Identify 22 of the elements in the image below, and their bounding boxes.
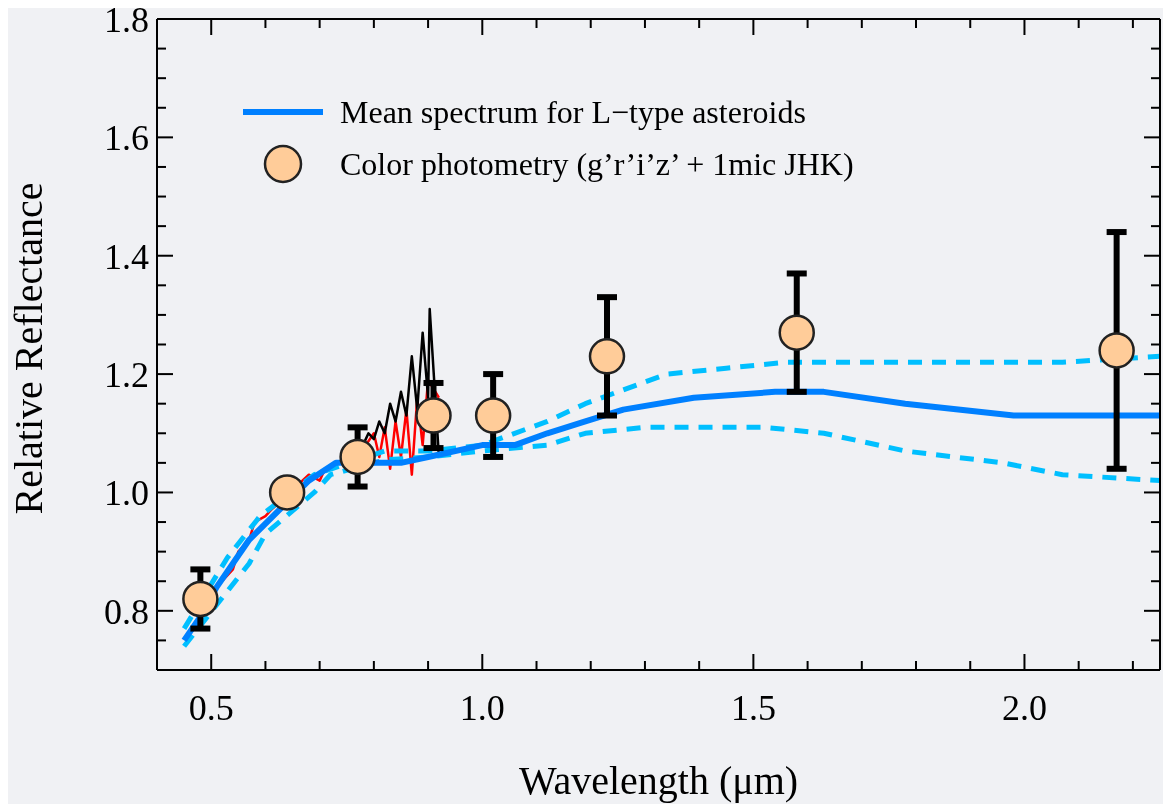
x-tick-label: 0.5 <box>188 688 234 728</box>
point <box>268 474 306 511</box>
y-tick-label: 1.0 <box>104 473 149 514</box>
y-tick-label: 0.8 <box>104 591 149 632</box>
x-tick-label: 2.0 <box>1001 688 1047 728</box>
point <box>474 397 512 434</box>
legend-label: Color photometry (g’r’i’z’ + 1mic JHK) <box>340 145 854 183</box>
x-axis-title: Wavelength (μm) <box>518 758 799 803</box>
x-tick-label: 1.0 <box>459 688 505 728</box>
point <box>415 397 452 434</box>
x-tick-label: 1.5 <box>730 688 776 728</box>
y-tick-label: 1.4 <box>104 236 149 277</box>
point <box>1098 332 1135 369</box>
point <box>588 338 626 375</box>
y-axis-title: Relative Reflectance <box>6 182 52 515</box>
y-tick-label: 1.6 <box>104 118 149 159</box>
legend-label: Mean spectrum for L−type asteroids <box>340 93 806 131</box>
y-tick-label: 1.8 <box>104 0 149 40</box>
point <box>182 580 219 618</box>
point <box>339 438 376 476</box>
point <box>778 314 815 351</box>
y-tick-label: 1.2 <box>104 355 149 396</box>
